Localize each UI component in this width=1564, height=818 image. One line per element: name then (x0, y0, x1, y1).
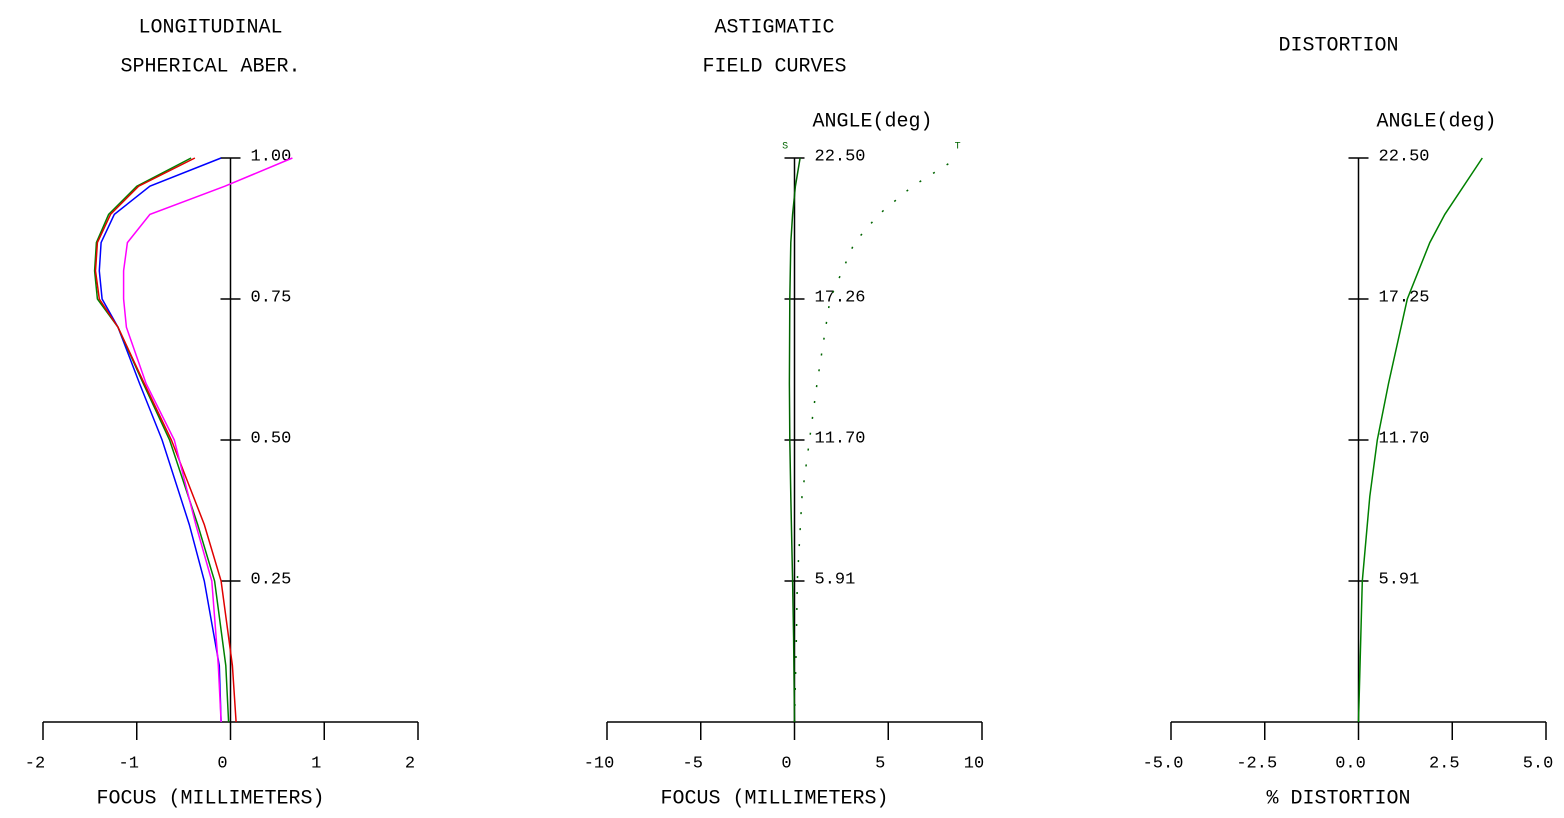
chart-title: LONGITUDINAL (138, 16, 282, 39)
y-tick-label: 0.50 (251, 429, 292, 448)
chart-title: FIELD CURVES (702, 55, 846, 78)
y-tick-label: 0.25 (251, 570, 292, 589)
x-tick-label: -2.5 (1236, 754, 1277, 773)
y-tick-label: 11.70 (815, 429, 866, 448)
chart-title: DISTORTION (1278, 34, 1398, 57)
y-axis-title: ANGLE(deg) (813, 110, 933, 133)
y-tick-label: 5.91 (815, 570, 856, 589)
y-tick-label: 22.50 (815, 147, 866, 166)
curve (788, 157, 801, 723)
y-tick-label: 17.26 (815, 288, 866, 307)
x-tick-label: -5 (683, 754, 703, 773)
chart-title: ASTIGMATIC (714, 16, 834, 39)
curve (94, 157, 237, 723)
x-tick-label: 2 (405, 754, 415, 773)
x-tick-label: 0.0 (1335, 754, 1366, 773)
curve (1357, 157, 1483, 723)
curve-label: S (782, 142, 788, 153)
x-axis-title: FOCUS (MILLIMETERS) (96, 787, 324, 810)
x-tick-label: -10 (584, 754, 615, 773)
x-tick-label: 0 (217, 754, 227, 773)
y-tick-label: 0.75 (251, 288, 292, 307)
y-tick-label: 5.91 (1379, 570, 1420, 589)
x-tick-label: -2 (25, 754, 45, 773)
curve-label: T (955, 142, 961, 153)
x-tick-label: 0 (781, 754, 791, 773)
x-axis-title: % DISTORTION (1266, 787, 1410, 810)
x-tick-label: -5.0 (1143, 754, 1184, 773)
x-tick-label: -1 (119, 754, 139, 773)
x-tick-label: 10 (964, 754, 984, 773)
x-tick-label: 5 (875, 754, 885, 773)
x-tick-label: 2.5 (1429, 754, 1460, 773)
y-tick-label: 1.00 (251, 147, 292, 166)
y-tick-label: 11.70 (1379, 429, 1430, 448)
x-axis-title: FOCUS (MILLIMETERS) (660, 787, 888, 810)
x-tick-label: 5.0 (1523, 754, 1554, 773)
y-tick-label: 22.50 (1379, 147, 1430, 166)
chart-title: SPHERICAL ABER. (120, 55, 300, 78)
x-tick-label: 1 (311, 754, 321, 773)
curve (122, 157, 293, 723)
y-tick-label: 17.25 (1379, 288, 1430, 307)
y-axis-title: ANGLE(deg) (1377, 110, 1497, 133)
curve (98, 157, 222, 723)
